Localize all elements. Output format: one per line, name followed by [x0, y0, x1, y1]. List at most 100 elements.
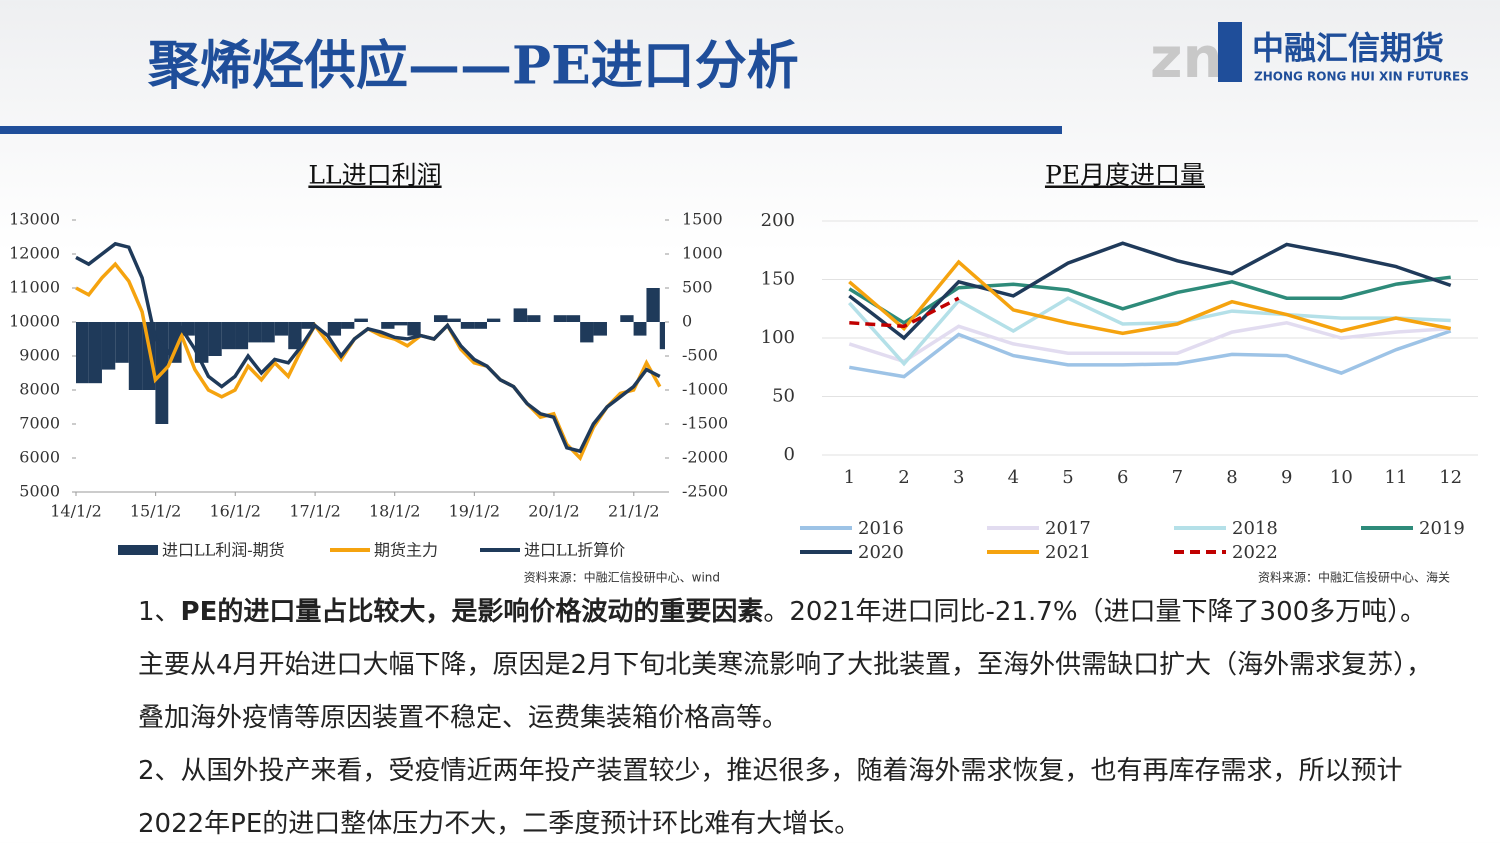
logo-f — [1218, 22, 1242, 82]
x-tick-label: 6 — [1117, 467, 1128, 488]
y2-tick-label: -2500 — [682, 482, 728, 501]
y2-tick-label: 500 — [682, 278, 713, 297]
logo-mark: zn — [1150, 26, 1222, 91]
x-tick-label: 10 — [1330, 467, 1353, 488]
y2-tick-label: -2000 — [682, 448, 728, 467]
legend-label: 进口LL折算价 — [524, 541, 625, 560]
profit-bar — [580, 322, 594, 343]
source-note: 资料来源：中融汇信投研中心、wind — [524, 570, 720, 585]
y-tick-label: 50 — [772, 386, 795, 407]
profit-bar — [288, 322, 302, 350]
profit-bar — [301, 322, 315, 329]
profit-bar — [659, 322, 665, 350]
profit-bar — [221, 322, 236, 350]
profit-bar — [341, 322, 355, 329]
legend-label: 2022 — [1232, 542, 1278, 563]
series-line — [847, 296, 1451, 367]
y-tick-label: 0 — [784, 444, 795, 465]
series-line — [849, 296, 960, 329]
source-note: 资料来源：中融汇信投研中心、海关 — [1258, 570, 1450, 585]
legend-label: 2019 — [1419, 518, 1465, 539]
slide-title: 聚烯烃供应——PE进口分析 — [147, 36, 799, 97]
profit-bar — [76, 322, 89, 384]
chart-title: PE月度进口量 — [1045, 161, 1205, 190]
x-tick-label: 7 — [1172, 467, 1183, 488]
profit-bar — [433, 315, 448, 322]
logo-subtitle: ZHONG RONG HUI XIN FUTURES — [1254, 70, 1469, 84]
paragraph-text: 1、 — [138, 597, 181, 627]
y-tick-label: 8000 — [19, 380, 60, 399]
x-tick-label: 20/1/2 — [528, 502, 580, 521]
x-tick-label: 5 — [1062, 467, 1073, 488]
y-tick-label: 9000 — [19, 346, 60, 365]
profit-bar — [553, 315, 567, 322]
profit-bar — [128, 322, 143, 390]
series-line — [75, 241, 661, 454]
series-line — [848, 321, 1451, 364]
profit-bar — [235, 322, 249, 350]
profit-bar — [101, 322, 116, 370]
y2-tick-label: -1500 — [682, 414, 728, 433]
y-tick-label: 11000 — [9, 278, 60, 297]
x-tick-label: 18/1/2 — [369, 502, 421, 521]
y2-tick-label: 0 — [682, 312, 692, 331]
y-tick-label: 200 — [761, 210, 795, 231]
y-tick-label: 150 — [761, 269, 795, 290]
profit-bar — [381, 322, 395, 329]
y-tick-label: 12000 — [9, 244, 60, 263]
x-tick-label: 1 — [844, 467, 855, 488]
x-tick-label: 21/1/2 — [608, 502, 660, 521]
y-tick-label: 10000 — [9, 312, 60, 331]
logo-name: 中融汇信期货 — [1252, 29, 1444, 67]
legend-label: 2018 — [1232, 518, 1278, 539]
series-line — [848, 241, 1452, 341]
y-tick-label: 100 — [761, 327, 795, 348]
legend-label: 进口LL利润-期货 — [162, 541, 285, 560]
profit-bar — [474, 322, 487, 329]
profit-bar — [460, 322, 475, 329]
x-tick-label: 11 — [1385, 467, 1408, 488]
x-tick-label: 16/1/2 — [209, 502, 261, 521]
profit-bar — [115, 322, 129, 363]
profit-bar — [394, 322, 408, 326]
profit-bar — [88, 322, 102, 384]
x-tick-label: 3 — [953, 467, 964, 488]
profit-bar — [566, 315, 581, 322]
paragraph: 2、从国外投产来看，受疫情近两年投产装置较少，推迟很多，随着海外需求恢复，也有再… — [138, 745, 1438, 843]
legend-label: 2021 — [1045, 542, 1091, 563]
profit-bar — [593, 322, 607, 336]
x-tick-label: 19/1/2 — [449, 502, 501, 521]
series-line — [849, 329, 1452, 379]
y-tick-label: 13000 — [9, 210, 60, 229]
legend-swatch — [118, 545, 158, 555]
legend-label: 2016 — [858, 518, 904, 539]
x-tick-label: 2 — [898, 467, 909, 488]
profit-bar — [633, 322, 647, 336]
paragraph-text: 。2021年进口同比-21.7%（进口量下降了300多万吨）。主要从4月开始进口… — [138, 597, 1433, 733]
profit-bar — [261, 322, 275, 343]
header-bar — [0, 126, 1062, 134]
x-tick-label: 15/1/2 — [130, 502, 182, 521]
y-tick-label: 5000 — [19, 482, 60, 501]
profit-bar — [486, 318, 501, 322]
y2-tick-label: -1000 — [682, 380, 728, 399]
profit-bar — [513, 308, 528, 322]
profit-bar — [354, 318, 368, 322]
legend-label: 期货主力 — [374, 541, 438, 560]
profit-bar — [327, 322, 342, 336]
emphasis: PE的进口量占比较大，是影响价格波动的重要因素 — [180, 597, 764, 627]
x-tick-label: 8 — [1226, 467, 1237, 488]
series-line — [848, 259, 1452, 336]
x-tick-label: 14/1/2 — [50, 502, 102, 521]
paragraph: 1、PE的进口量占比较大，是影响价格波动的重要因素。2021年进口同比-21.7… — [138, 586, 1438, 745]
profit-bar — [646, 288, 660, 322]
profit-bar — [447, 318, 461, 322]
profit-bar — [407, 322, 421, 336]
legend-label: 2017 — [1045, 518, 1091, 539]
text-body: 1、PE的进口量占比较大，是影响价格波动的重要因素。2021年进口同比-21.7… — [138, 586, 1438, 843]
legend-label: 2020 — [858, 542, 904, 563]
profit-bar — [620, 315, 634, 322]
profit-bar — [208, 322, 222, 356]
